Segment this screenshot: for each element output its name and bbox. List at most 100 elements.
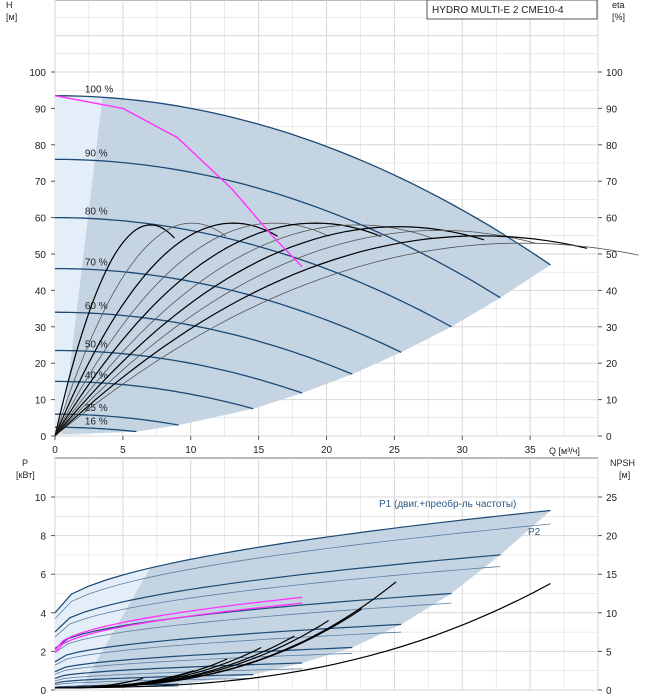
y-tick-label: 80 xyxy=(35,141,47,152)
top-chart-ticks: 0102030405060708090100010203040506070809… xyxy=(29,68,623,456)
top-right-axis-unit: [%] xyxy=(612,12,625,22)
duty-power-curve xyxy=(54,602,303,654)
bottom-left-axis-label: P xyxy=(22,458,28,468)
y-right-tick-label: 50 xyxy=(606,250,618,261)
efficiency-curve xyxy=(54,242,639,437)
p-tick-label: 6 xyxy=(40,570,46,581)
top-operating-area xyxy=(55,95,551,436)
y-right-tick-label: 100 xyxy=(606,68,623,79)
p2-power-curve xyxy=(54,602,452,654)
p1-power-curve xyxy=(54,674,254,684)
speed-curve xyxy=(55,380,254,410)
efficiency-curve xyxy=(54,222,278,437)
y-tick-label: 70 xyxy=(35,177,47,188)
speed-curve xyxy=(54,95,551,266)
x-tick-label: 10 xyxy=(185,445,197,456)
y-right-tick-label: 20 xyxy=(606,359,618,370)
p2-series-label: P2 xyxy=(528,527,541,538)
p-tick-label: 2 xyxy=(40,647,46,658)
y-tick-label: 50 xyxy=(35,250,47,261)
x-tick-label: 25 xyxy=(389,445,401,456)
bottom-chart-curves xyxy=(54,509,551,689)
speed-curve xyxy=(55,158,501,299)
p2-power-curve xyxy=(54,523,551,619)
npsh-curve-max xyxy=(55,582,551,689)
speed-curve xyxy=(55,267,402,353)
npsh-tick-label: 0 xyxy=(606,686,612,697)
x-tick-label: 35 xyxy=(525,445,537,456)
model-title-box xyxy=(426,0,598,20)
y-right-tick-label: 80 xyxy=(606,141,618,152)
speed-curve-label: 70 % xyxy=(85,258,108,269)
p2-power-curve xyxy=(54,668,303,682)
x-tick-label: 20 xyxy=(321,445,333,456)
p2-power-curve xyxy=(54,631,402,666)
p1-power-curve xyxy=(54,662,303,679)
model-title: HYDRO MULTI-E 2 CME10-4 xyxy=(432,5,564,16)
speed-curve xyxy=(55,349,303,394)
bottom-chart-ticks: 0 2 4 6 8 10 0 5 10 15 20 25 xyxy=(35,493,618,697)
x-tick-label: 0 xyxy=(52,445,58,456)
speed-curve-label: 25 % xyxy=(85,403,108,414)
efficiency-curve xyxy=(54,222,382,437)
npsh-tick-label: 10 xyxy=(606,609,618,620)
speed-curve xyxy=(55,426,137,433)
efficiency-curve xyxy=(54,224,433,437)
y-right-tick-label: 0 xyxy=(606,432,612,443)
bottom-operating-area xyxy=(55,510,551,689)
top-chart-curves: 100 % 90 % 80 % 70 % 60 % 50 % 40 % 25 % 16 % xyxy=(54,85,639,437)
x-axis-label: Q [м³/ч] xyxy=(549,446,580,456)
bottom-left-axis-unit: [кВт] xyxy=(16,470,35,480)
speed-curve-label: 60 % xyxy=(85,301,108,312)
top-left-axis-unit: [м] xyxy=(6,12,17,22)
efficiency-curve xyxy=(54,222,330,437)
bottom-right-axis-unit: [м] xyxy=(619,470,630,480)
top-right-axis-label: eta xyxy=(612,0,625,10)
efficiency-curve xyxy=(54,235,588,437)
top-left-axis-label: H xyxy=(6,0,13,10)
p-tick-label: 10 xyxy=(35,493,47,504)
p1-power-curve xyxy=(54,554,501,633)
p-tick-label: 4 xyxy=(40,609,46,620)
npsh-tick-label: 20 xyxy=(606,532,618,543)
y-tick-label: 10 xyxy=(35,396,47,407)
p-tick-label: 8 xyxy=(40,532,46,543)
speed-curve-label: 40 % xyxy=(85,370,108,381)
p-tick-label: 0 xyxy=(40,686,46,697)
npsh-tick-label: 25 xyxy=(606,493,618,504)
x-tick-label: 30 xyxy=(457,445,469,456)
y-right-tick-label: 30 xyxy=(606,323,618,334)
y-tick-label: 100 xyxy=(29,68,46,79)
efficiency-curve xyxy=(54,222,227,437)
efficiency-curve xyxy=(54,224,175,437)
y-right-tick-label: 70 xyxy=(606,177,618,188)
speed-curve xyxy=(54,216,452,328)
speed-curve-label: 90 % xyxy=(85,148,108,159)
bottom-area-band xyxy=(82,510,551,687)
y-tick-label: 30 xyxy=(35,323,47,334)
speed-curve-label: 80 % xyxy=(85,207,108,218)
top-area-band xyxy=(61,97,551,435)
y-tick-label: 40 xyxy=(35,286,47,297)
p2-power-curve xyxy=(54,652,353,675)
p1-power-curve xyxy=(54,592,452,649)
efficiency-curve xyxy=(54,226,485,437)
p1-power-curve xyxy=(54,646,353,673)
duty-curve xyxy=(54,95,303,268)
x-tick-label: 15 xyxy=(253,445,265,456)
p1-series-label: P1 (двиг.+преобр-ль частоты) xyxy=(379,498,516,510)
y-tick-label: 90 xyxy=(35,104,47,115)
y-right-tick-label: 10 xyxy=(606,396,618,407)
y-tick-label: 20 xyxy=(35,359,47,370)
npsh-tick-label: 15 xyxy=(606,570,618,581)
npsh-tick-label: 5 xyxy=(606,647,612,658)
y-right-tick-label: 90 xyxy=(606,104,618,115)
p1-power-curve xyxy=(54,509,551,614)
duty-power-curve xyxy=(54,596,303,651)
x-tick-label: 5 xyxy=(120,445,126,456)
y-right-tick-label: 60 xyxy=(606,214,618,225)
p1-power-curve xyxy=(54,623,402,663)
p2-power-curve xyxy=(54,566,501,638)
speed-curve xyxy=(54,311,353,375)
